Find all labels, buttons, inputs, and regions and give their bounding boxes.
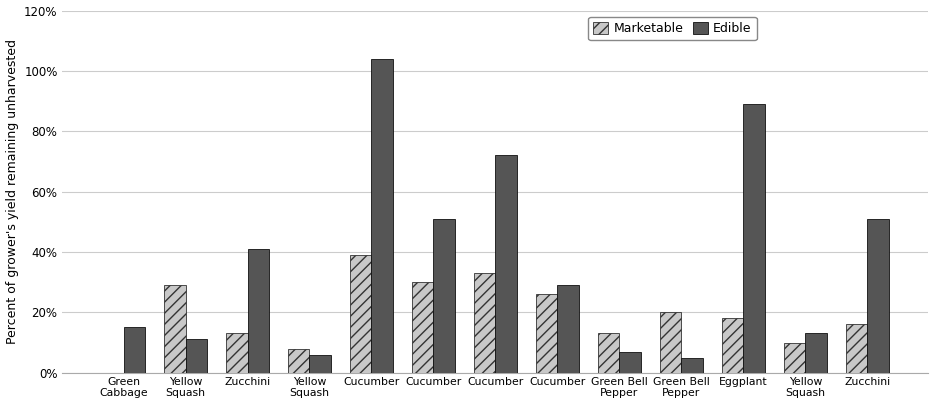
Bar (474, 273, 495, 372)
Bar (805, 333, 828, 372)
Bar (682, 358, 703, 372)
Bar (372, 59, 393, 372)
Y-axis label: Percent of grower's yield remaining unharvested: Percent of grower's yield remaining unha… (6, 39, 19, 344)
Bar (123, 327, 145, 372)
Bar (309, 355, 332, 372)
Bar (350, 255, 372, 372)
Bar (722, 318, 743, 372)
Bar (598, 333, 619, 372)
Bar (226, 333, 248, 372)
Bar (412, 282, 433, 372)
Bar (784, 343, 805, 372)
Bar (433, 219, 455, 372)
Bar (558, 285, 579, 372)
Bar (845, 324, 868, 372)
Bar (619, 351, 641, 372)
Bar (288, 349, 309, 372)
Bar (743, 104, 765, 372)
Bar (659, 312, 682, 372)
Bar (163, 285, 186, 372)
Bar (495, 156, 517, 372)
Bar (248, 249, 269, 372)
Bar (536, 294, 558, 372)
Legend: Marketable, Edible: Marketable, Edible (588, 17, 757, 40)
Bar (186, 339, 207, 372)
Bar (868, 219, 889, 372)
